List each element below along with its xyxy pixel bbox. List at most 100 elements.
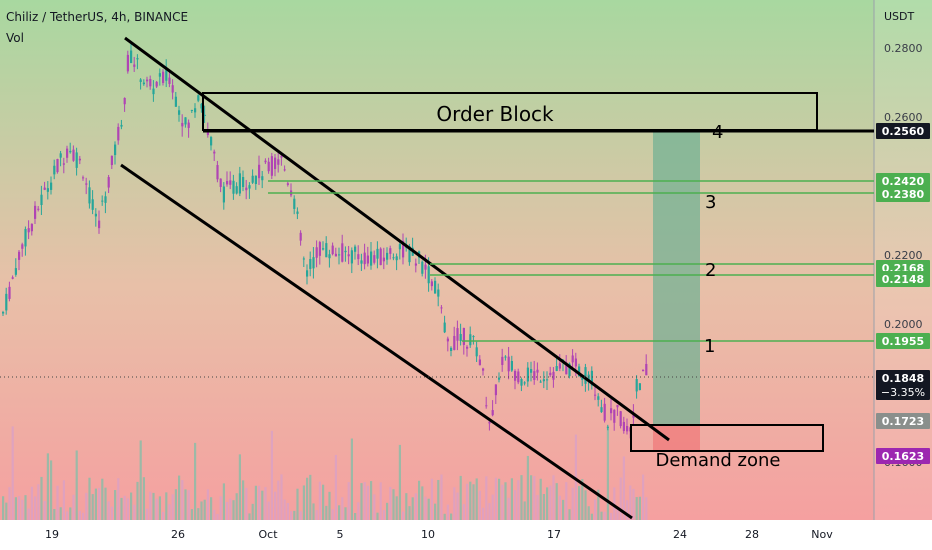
candle-body [50, 182, 53, 190]
volume-bar [85, 492, 88, 520]
volume-bar [344, 507, 347, 520]
candle-body [616, 404, 619, 408]
candle-body [414, 263, 417, 266]
volume-bar [136, 481, 139, 520]
volume-bar [446, 504, 449, 520]
candle-body [408, 246, 411, 263]
volume-bar [526, 455, 529, 520]
volume-bar [194, 442, 197, 520]
symbol-title: Chiliz / TetherUS, 4h, BINANCE [6, 10, 189, 24]
candle-body [635, 379, 638, 392]
candle-body [546, 379, 549, 381]
volume-bar [440, 474, 443, 520]
candle-body [123, 97, 126, 105]
volume-bar [363, 482, 366, 520]
candle-body [338, 254, 341, 256]
volume-bar [142, 477, 145, 520]
volume-bar [296, 488, 299, 520]
volume-bar [485, 476, 488, 520]
volume-bar [50, 460, 53, 520]
candle-body [488, 421, 491, 424]
candle-body [46, 188, 49, 192]
volume-bar [402, 511, 405, 520]
volume-bar [184, 489, 187, 520]
candle-body [472, 336, 475, 338]
candle-body [638, 383, 641, 391]
volume-bar [101, 478, 104, 520]
candle-body [552, 371, 555, 380]
candle-body [312, 257, 315, 269]
volume-bar [622, 456, 625, 520]
volume-label: Vol [6, 31, 24, 45]
volume-bar [149, 491, 152, 520]
price-axis-label-box [876, 333, 930, 349]
volume-bar [286, 502, 289, 520]
volume-bar [645, 497, 648, 520]
candle-body [610, 408, 613, 414]
volume-bar [386, 502, 389, 520]
volume-bar [350, 438, 353, 520]
volume-bar [133, 504, 136, 520]
volume-bar [120, 497, 123, 520]
volume-bar [283, 499, 286, 520]
volume-bar [504, 482, 507, 520]
candle-body [37, 208, 40, 210]
candle-body [69, 150, 72, 153]
volume-bar [53, 508, 56, 520]
candle-body [130, 50, 133, 63]
candle-body [274, 157, 277, 170]
candle-body [72, 149, 75, 161]
candle-body [382, 257, 385, 262]
candle-body [126, 54, 129, 72]
price-axis-label-box [876, 370, 930, 400]
x-tick-label: 5 [337, 528, 344, 541]
volume-bar [114, 490, 117, 520]
volume-bar [155, 498, 158, 520]
candle-body [133, 64, 136, 67]
candle-body [642, 370, 645, 372]
candle-body [494, 384, 497, 396]
volume-bar [395, 496, 398, 520]
volume-bar [216, 513, 219, 520]
volume-bar [421, 486, 424, 520]
volume-bar [507, 497, 510, 520]
candle-body [296, 211, 299, 214]
volume-bar [549, 485, 552, 520]
volume-bar [158, 496, 161, 520]
candle-body [360, 260, 363, 264]
volume-bar [616, 506, 619, 520]
volume-bar [584, 490, 587, 520]
volume-bar [574, 434, 577, 520]
volume-bar [408, 506, 411, 520]
candle-body [66, 148, 69, 158]
candle-body [78, 158, 81, 161]
candle-body [574, 358, 577, 367]
volume-bar [571, 487, 574, 520]
volume-bar [126, 498, 129, 520]
volume-bar [437, 479, 440, 520]
candle-body [184, 117, 187, 125]
volume-bar [613, 487, 616, 520]
candle-body [571, 355, 574, 363]
candle-body [258, 164, 261, 179]
candle-body [264, 160, 267, 163]
candle-body [619, 411, 622, 427]
volume-bar [482, 507, 485, 520]
volume-bar [322, 484, 325, 520]
volume-bar [264, 487, 267, 520]
candle-body [104, 196, 107, 203]
candle-body [578, 366, 581, 376]
candle-body [539, 381, 542, 383]
candle-body [270, 156, 273, 176]
x-tick-label: 28 [745, 528, 759, 541]
candle-body [325, 243, 328, 258]
volume-bar [306, 477, 309, 520]
candle-body [306, 270, 309, 277]
candle-body [600, 407, 603, 413]
candle-body [251, 175, 254, 183]
volume-bar [466, 483, 469, 520]
price-axis-label-box [876, 413, 930, 429]
candle-body [219, 178, 222, 187]
candle-body [606, 426, 609, 428]
